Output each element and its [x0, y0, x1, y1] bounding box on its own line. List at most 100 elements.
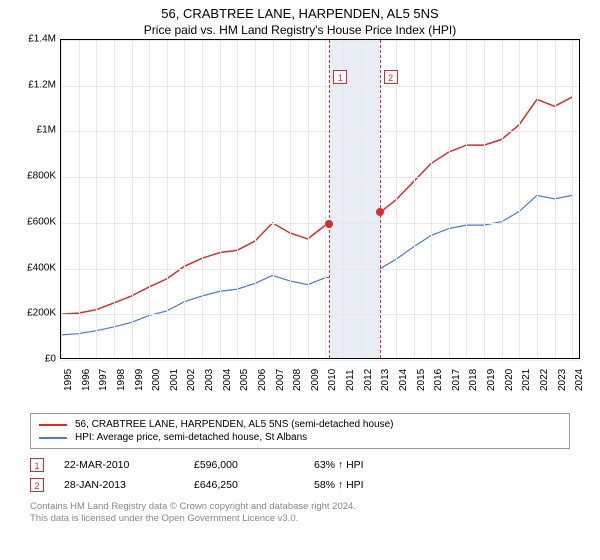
price-marker — [325, 220, 333, 228]
legend-item: HPI: Average price, semi-detached house,… — [39, 431, 561, 444]
footer-attribution: Contains HM Land Registry data © Crown c… — [30, 501, 570, 526]
x-tick-label: 2024 — [574, 369, 585, 391]
legend-label: HPI: Average price, semi-detached house,… — [75, 432, 307, 443]
gridline-vertical — [184, 40, 185, 358]
gridline-vertical — [79, 40, 80, 358]
gridline-vertical — [555, 40, 556, 358]
x-tick-label: 1995 — [63, 369, 74, 391]
x-tick-label: 2016 — [433, 369, 444, 391]
footer-line-2: This data is licensed under the Open Gov… — [30, 513, 570, 525]
chart-title: 56, CRABTREE LANE, HARPENDEN, AL5 5NS — [0, 6, 600, 21]
gridline-horizontal — [61, 40, 579, 41]
x-tick-label: 2007 — [275, 369, 286, 391]
x-tick-label: 2010 — [327, 369, 338, 391]
legend: 56, CRABTREE LANE, HARPENDEN, AL5 5NS (s… — [30, 413, 570, 449]
transaction-price: £596,000 — [194, 459, 314, 471]
event-line — [329, 40, 330, 358]
gridline-horizontal — [61, 314, 579, 315]
transaction-vs-hpi: 58% ↑ HPI — [314, 479, 414, 491]
transaction-row: 2 28-JAN-2013£646,25058% ↑ HPI — [30, 475, 570, 495]
x-tick-label: 2009 — [310, 369, 321, 391]
x-tick-label: 2006 — [257, 369, 268, 391]
x-tick-label: 2014 — [398, 369, 409, 391]
event-line — [380, 40, 381, 358]
x-tick-label: 2003 — [204, 369, 215, 391]
chart-subtitle: Price paid vs. HM Land Registry's House … — [0, 23, 600, 37]
y-tick-label: £800K — [27, 171, 56, 182]
gridline-horizontal — [61, 86, 579, 87]
gridline-vertical — [149, 40, 150, 358]
gridline-vertical — [519, 40, 520, 358]
gridline-vertical — [396, 40, 397, 358]
gridline-vertical — [484, 40, 485, 358]
transaction-date: 22-MAR-2010 — [64, 459, 194, 471]
x-tick-label: 2004 — [222, 369, 233, 391]
x-tick-label: 1997 — [98, 369, 109, 391]
x-tick-label: 2017 — [451, 369, 462, 391]
event-label-box: 2 — [384, 70, 398, 84]
x-tick-label: 2000 — [151, 369, 162, 391]
gridline-horizontal — [61, 269, 579, 270]
gridline-vertical — [572, 40, 573, 358]
line-series-svg — [61, 40, 581, 360]
gridline-vertical — [449, 40, 450, 358]
gridline-vertical — [431, 40, 432, 358]
x-tick-label: 2012 — [363, 369, 374, 391]
x-tick-label: 2001 — [169, 369, 180, 391]
x-tick-label: 2015 — [416, 369, 427, 391]
x-tick-label: 2008 — [292, 369, 303, 391]
transaction-vs-hpi: 63% ↑ HPI — [314, 459, 414, 471]
y-tick-label: £1.2M — [28, 79, 56, 90]
transaction-table: 122-MAR-2010£596,00063% ↑ HPI 2 28-JAN-201… — [30, 455, 570, 495]
x-tick-label: 1998 — [116, 369, 127, 391]
x-tick-label: 2021 — [521, 369, 532, 391]
y-tick-label: £600K — [27, 216, 56, 227]
gridline-vertical — [343, 40, 344, 358]
transaction-shade — [329, 40, 379, 358]
x-tick-label: 1996 — [81, 369, 92, 391]
x-axis: 1995 1996 1997 1998 1999 2000 2001 2002 2003 2004… — [60, 359, 580, 409]
gridline-vertical — [361, 40, 362, 358]
y-tick-label: £0 — [45, 354, 56, 365]
x-tick-label: 2013 — [380, 369, 391, 391]
x-tick-label: 2018 — [468, 369, 479, 391]
gridline-vertical — [132, 40, 133, 358]
chart-area: £0£200K£400K£600K£800K£1M£1.2M£1.4M 12 1… — [20, 39, 580, 409]
gridline-vertical — [202, 40, 203, 358]
gridline-vertical — [414, 40, 415, 358]
transaction-date: 28-JAN-2013 — [64, 479, 194, 491]
price-marker — [376, 208, 384, 216]
x-tick-label: 2005 — [239, 369, 250, 391]
transaction-id-box: 2 — [30, 478, 44, 492]
x-tick-label: 2020 — [504, 369, 515, 391]
x-tick-label: 2023 — [557, 369, 568, 391]
y-tick-label: £1.4M — [28, 34, 56, 45]
legend-swatch — [39, 437, 67, 439]
gridline-horizontal — [61, 223, 579, 224]
event-label-box: 1 — [333, 70, 347, 84]
gridline-vertical — [220, 40, 221, 358]
gridline-vertical — [466, 40, 467, 358]
footer-line-1: Contains HM Land Registry data © Crown c… — [30, 501, 570, 513]
y-tick-label: £200K — [27, 308, 56, 319]
gridline-vertical — [255, 40, 256, 358]
gridline-vertical — [237, 40, 238, 358]
gridline-vertical — [114, 40, 115, 358]
chart-title-block: 56, CRABTREE LANE, HARPENDEN, AL5 5NS Pr… — [0, 0, 600, 39]
gridline-vertical — [61, 40, 62, 358]
gridline-vertical — [96, 40, 97, 358]
transaction-row: 122-MAR-2010£596,00063% ↑ HPI — [30, 455, 570, 475]
x-tick-label: 2022 — [539, 369, 550, 391]
gridline-vertical — [290, 40, 291, 358]
x-tick-label: 2002 — [186, 369, 197, 391]
y-tick-label: £1M — [37, 125, 56, 136]
x-tick-label: 1999 — [134, 369, 145, 391]
transaction-price: £646,250 — [194, 479, 314, 491]
legend-item: 56, CRABTREE LANE, HARPENDEN, AL5 5NS (s… — [39, 418, 561, 431]
plot-region: 12 — [60, 39, 580, 359]
gridline-horizontal — [61, 131, 579, 132]
gridline-vertical — [273, 40, 274, 358]
x-tick-label: 2019 — [486, 369, 497, 391]
gridline-vertical — [325, 40, 326, 358]
legend-label: 56, CRABTREE LANE, HARPENDEN, AL5 5NS (s… — [75, 419, 393, 430]
